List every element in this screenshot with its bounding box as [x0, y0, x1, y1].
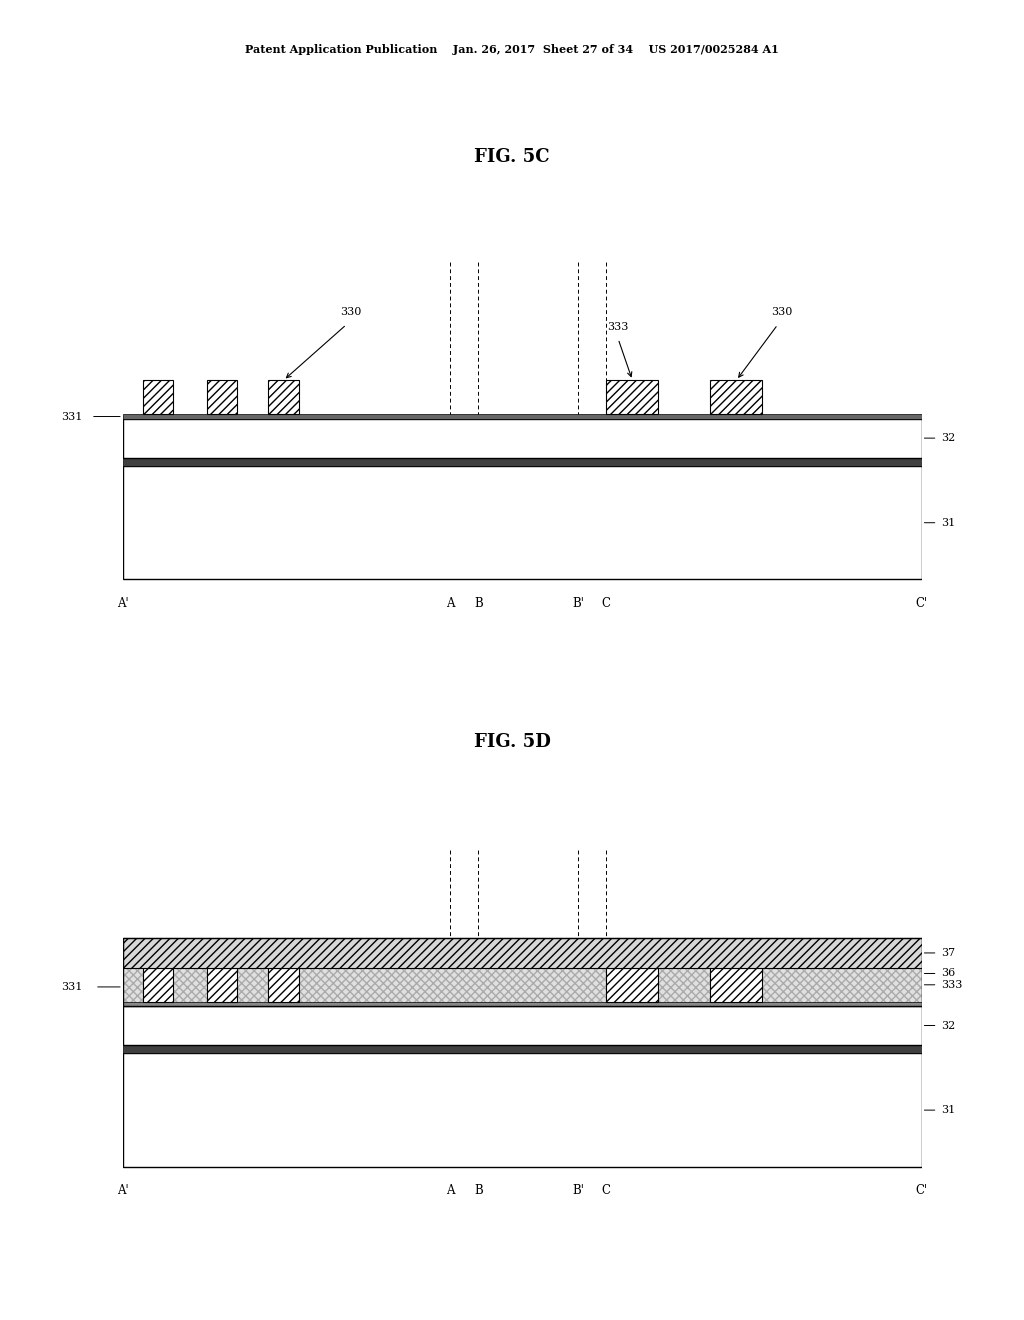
Bar: [207, 380, 238, 414]
Text: B': B': [572, 1184, 584, 1197]
Bar: [123, 1002, 922, 1006]
Text: C: C: [602, 1184, 610, 1197]
Text: A': A': [117, 597, 129, 610]
Bar: [123, 466, 922, 579]
Text: 330: 330: [340, 308, 361, 317]
Bar: [606, 968, 658, 1002]
Text: FIG. 5D: FIG. 5D: [473, 733, 551, 751]
Bar: [123, 1002, 922, 1006]
Text: C': C': [915, 1184, 928, 1197]
Text: C: C: [602, 597, 610, 610]
Text: A: A: [446, 1184, 455, 1197]
Text: 31: 31: [942, 517, 955, 528]
Text: 32: 32: [942, 433, 955, 444]
Text: A: A: [446, 597, 455, 610]
Bar: [606, 380, 658, 414]
Text: 331: 331: [61, 412, 83, 421]
Bar: [123, 1006, 922, 1045]
Bar: [143, 968, 173, 1002]
Text: 31: 31: [942, 1105, 955, 1115]
Text: C': C': [915, 597, 928, 610]
Bar: [710, 968, 762, 1002]
Text: 32: 32: [942, 1020, 955, 1031]
Text: 333: 333: [607, 322, 629, 331]
Bar: [207, 968, 238, 1002]
Bar: [123, 939, 922, 968]
Bar: [268, 968, 299, 1002]
Bar: [143, 380, 173, 414]
Bar: [123, 1045, 922, 1053]
Text: B: B: [474, 597, 482, 610]
Text: B: B: [474, 1184, 482, 1197]
Text: 331: 331: [61, 982, 83, 991]
Text: FIG. 5C: FIG. 5C: [474, 148, 550, 166]
Bar: [710, 380, 762, 414]
Text: 37: 37: [942, 948, 955, 958]
Bar: [123, 1053, 922, 1167]
Text: Patent Application Publication    Jan. 26, 2017  Sheet 27 of 34    US 2017/00252: Patent Application Publication Jan. 26, …: [245, 44, 779, 54]
Text: A': A': [117, 1184, 129, 1197]
Bar: [123, 418, 922, 458]
Bar: [123, 939, 922, 1006]
Bar: [268, 380, 299, 414]
Text: B': B': [572, 597, 584, 610]
Text: 333: 333: [942, 979, 963, 990]
Bar: [123, 458, 922, 466]
Text: 330: 330: [771, 308, 793, 317]
Bar: [123, 968, 922, 1006]
Bar: [123, 414, 922, 418]
Text: 36: 36: [942, 969, 955, 978]
